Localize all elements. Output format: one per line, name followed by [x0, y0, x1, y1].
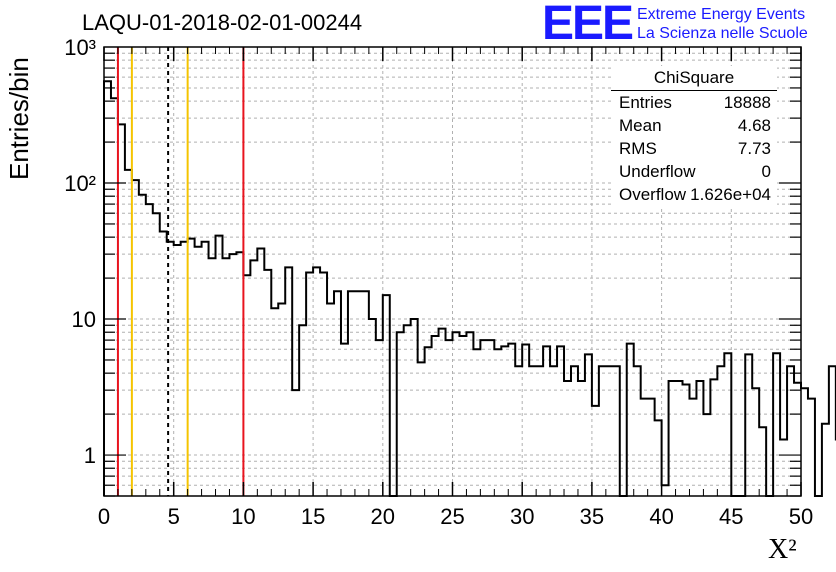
y-tick-label: 10	[72, 307, 96, 332]
stats-row-mean: Mean 4.68	[611, 114, 777, 137]
stats-row-underflow: Underflow 0	[611, 160, 777, 183]
stats-value: 18888	[723, 93, 771, 112]
x-tick-label: 20	[371, 504, 395, 529]
logo-line-1: Extreme Energy Events	[637, 6, 806, 23]
logo-line-2: La Scienza nelle Scuole	[637, 25, 808, 42]
stats-key: Overflow	[619, 185, 687, 204]
x-tick-label: 5	[168, 504, 180, 529]
x-tick-label: 0	[98, 504, 110, 529]
stats-row-entries: Entries 18888	[611, 91, 777, 114]
y-tick-label: 1	[84, 443, 96, 468]
x-tick-label: 40	[649, 504, 673, 529]
x-tick-label: 50	[789, 504, 813, 529]
x-tick-label: 35	[580, 504, 604, 529]
y-tick-label: 10³	[64, 35, 96, 60]
stats-box: ChiSquare Entries 18888 Mean 4.68 RMS 7.73 …	[611, 66, 777, 206]
stats-key: RMS	[619, 139, 657, 158]
y-tick-label: 10²	[64, 171, 96, 196]
x-tick-label: 45	[719, 504, 743, 529]
stats-row-rms: RMS 7.73	[611, 137, 777, 160]
stats-key: Mean	[619, 116, 662, 135]
eee-logo: EEE	[542, 0, 634, 50]
stats-value: 7.73	[737, 139, 771, 158]
stats-row-overflow: Overflow 1.626e+04	[611, 183, 777, 206]
x-tick-label: 25	[440, 504, 464, 529]
stats-key: Underflow	[619, 162, 696, 181]
stats-value: 0	[761, 162, 771, 181]
stats-value: 4.68	[737, 116, 771, 135]
y-axis-label: Entries/bin	[4, 57, 34, 180]
x-tick-label: 30	[510, 504, 534, 529]
stats-value: 1.626e+04	[690, 185, 771, 204]
stats-key: Entries	[619, 93, 672, 112]
x-tick-label: 10	[231, 504, 255, 529]
chart-title: LAQU-01-2018-02-01-00244	[82, 10, 363, 35]
x-tick-label: 15	[301, 504, 325, 529]
stats-title: ChiSquare	[611, 66, 777, 91]
x-axis-label: X²	[768, 534, 797, 565]
